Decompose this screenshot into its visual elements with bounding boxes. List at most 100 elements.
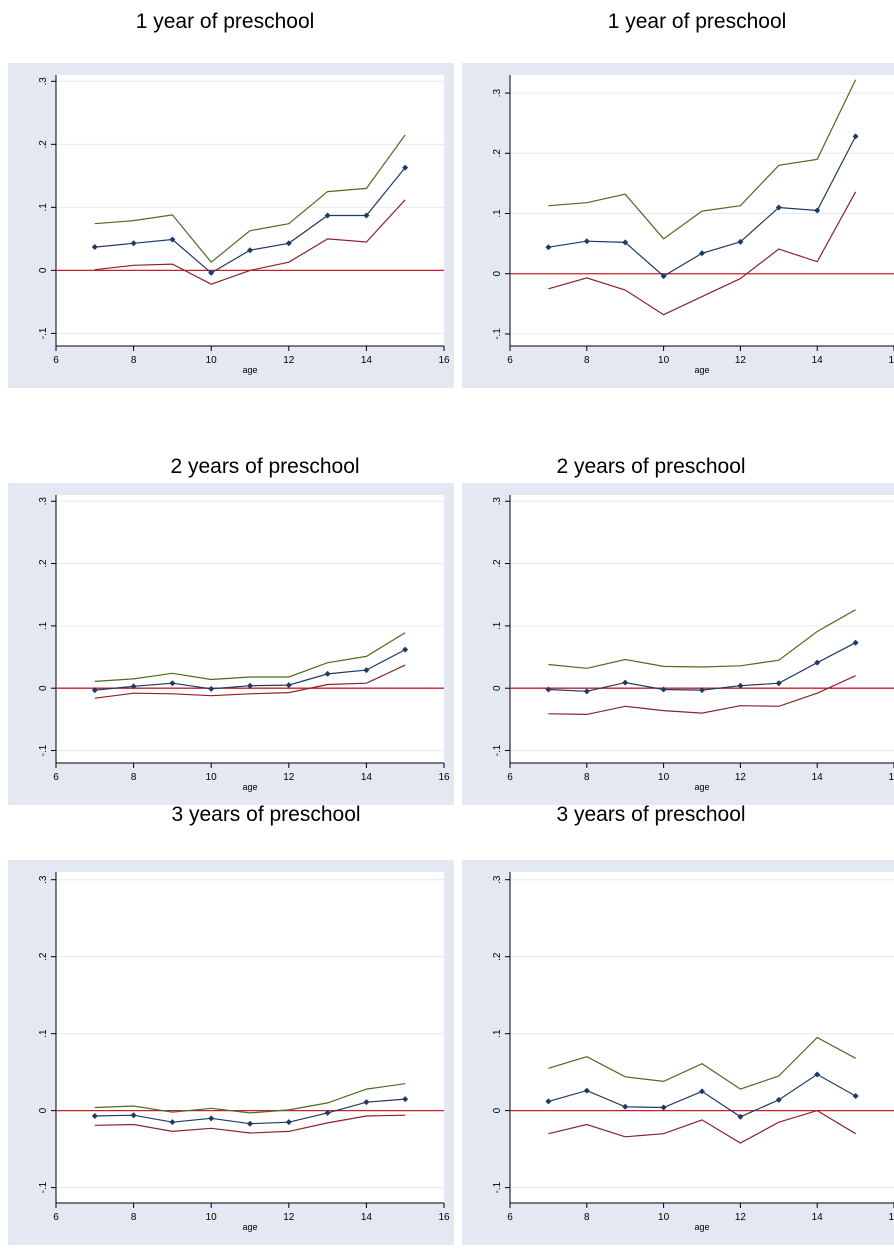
x-tick-label-4-1: 8 — [584, 772, 590, 783]
estimate-point-4-3 — [660, 686, 667, 693]
estimate-point-4-7 — [814, 659, 821, 666]
y-tick-label-3-4: .3 — [38, 497, 49, 506]
estimate-point-4-4 — [699, 687, 705, 694]
y-tick-label-4-2: .1 — [492, 621, 503, 630]
y-tick-label-1-3: .2 — [38, 140, 49, 149]
estimate-point-1-4 — [247, 247, 253, 254]
estimate-point-5-7 — [363, 1099, 370, 1106]
chart-svg-3: -.1 0 .1 .2 .3 6 8 10 12 14 16 age — [38, 495, 450, 792]
x-tick-label-6-1: 8 — [584, 1212, 590, 1223]
x-axis-label-4: age — [694, 782, 709, 792]
estimate-point-4-1 — [583, 688, 590, 695]
estimate-point-1-6 — [324, 212, 331, 219]
estimate-point-3-3 — [208, 685, 215, 692]
x-tick-label-6-5: 16 — [888, 1212, 894, 1223]
y-tick-label-6-3: .2 — [492, 952, 503, 961]
estimate-point-6-8 — [852, 1093, 859, 1100]
y-tick-label-6-0: -.1 — [492, 1181, 503, 1193]
y-tick-label-3-1: 0 — [38, 685, 49, 691]
x-tick-label-5-2: 10 — [206, 1212, 218, 1223]
chart-svg-2: -.1 0 .1 .2 .3 6 8 10 12 14 16 age — [492, 75, 894, 375]
y-tick-label-3-3: .2 — [38, 559, 49, 568]
chart-svg-1: -.1 0 .1 .2 .3 6 8 10 12 14 16 age — [38, 75, 450, 375]
estimate-point-3-8 — [402, 646, 409, 653]
x-tick-label-1-4: 14 — [361, 355, 373, 366]
estimate-point-2-5 — [737, 238, 744, 245]
x-tick-label-6-3: 12 — [735, 1212, 747, 1223]
chart-panel-4: -.1 0 .1 .2 .3 6 8 10 12 14 16 age — [462, 483, 894, 805]
x-tick-label-3-1: 8 — [131, 772, 137, 783]
estimate-point-5-1 — [130, 1112, 137, 1119]
x-axis-label-3: age — [242, 782, 257, 792]
series-upper-line-4 — [548, 609, 856, 669]
estimate-point-2-4 — [699, 250, 705, 257]
x-tick-label-1-5: 16 — [438, 355, 450, 366]
y-tick-label-5-4: .3 — [38, 875, 49, 884]
estimate-point-6-0 — [545, 1098, 552, 1105]
chart-title-1: 1 year of preschool — [135, 10, 315, 33]
x-tick-label-3-2: 10 — [206, 772, 218, 783]
x-tick-label-2-4: 14 — [812, 355, 824, 366]
estimate-point-3-2 — [169, 680, 176, 687]
estimate-point-2-8 — [852, 133, 859, 140]
x-tick-label-5-3: 12 — [283, 1212, 295, 1223]
x-tick-label-5-0: 6 — [53, 1212, 59, 1223]
estimate-point-1-5 — [285, 240, 292, 247]
y-tick-label-1-0: -.1 — [38, 327, 49, 339]
plot-area-1 — [56, 75, 444, 346]
estimate-point-5-6 — [324, 1109, 331, 1116]
x-tick-label-2-0: 6 — [507, 355, 513, 366]
estimate-point-1-7 — [363, 212, 370, 219]
chart-panel-6: -.1 0 .1 .2 .3 6 8 10 12 14 16 age — [462, 860, 894, 1245]
chart-panel-5: -.1 0 .1 .2 .3 6 8 10 12 14 16 age — [8, 860, 454, 1245]
estimate-point-2-3 — [660, 273, 667, 280]
y-tick-label-2-0: -.1 — [492, 328, 503, 340]
estimate-point-1-2 — [169, 236, 176, 243]
estimate-point-5-5 — [285, 1119, 292, 1126]
x-tick-label-5-1: 8 — [131, 1212, 137, 1223]
estimate-point-3-7 — [363, 667, 370, 674]
y-tick-label-5-0: -.1 — [38, 1181, 49, 1193]
estimate-point-6-4 — [699, 1088, 705, 1095]
x-tick-label-3-0: 6 — [53, 772, 59, 783]
chart-svg-5: -.1 0 .1 .2 .3 6 8 10 12 14 16 age — [38, 872, 450, 1232]
y-tick-label-2-1: 0 — [492, 271, 503, 277]
estimate-point-2-2 — [622, 239, 629, 246]
series-lower-line-4 — [548, 675, 856, 716]
estimate-point-4-5 — [737, 682, 744, 689]
y-tick-label-6-4: .3 — [492, 875, 503, 884]
y-tick-label-5-3: .2 — [38, 952, 49, 961]
series-lower-line-2 — [548, 191, 857, 316]
estimate-point-5-0 — [91, 1113, 98, 1120]
series-upper-line-3 — [94, 632, 406, 682]
y-tick-label-3-2: .1 — [38, 621, 49, 630]
plot-area-6 — [510, 872, 894, 1203]
x-tick-label-1-3: 12 — [283, 355, 295, 366]
estimate-point-1-3 — [208, 269, 215, 276]
series-lower-line-3 — [94, 664, 406, 699]
series-upper-line-5 — [94, 1083, 406, 1114]
x-tick-label-4-3: 12 — [735, 772, 747, 783]
y-tick-label-1-1: 0 — [38, 267, 49, 273]
x-tick-label-5-5: 16 — [438, 1212, 450, 1223]
x-tick-label-2-1: 8 — [584, 355, 590, 366]
x-tick-label-6-0: 6 — [507, 1212, 513, 1223]
estimate-point-1-8 — [402, 164, 409, 171]
estimate-point-6-3 — [660, 1104, 667, 1111]
y-tick-label-4-3: .2 — [492, 559, 503, 568]
estimate-point-4-2 — [622, 679, 629, 686]
y-tick-label-4-0: -.1 — [492, 744, 503, 756]
y-tick-label-2-3: .2 — [492, 149, 503, 158]
estimate-point-1-0 — [91, 244, 98, 251]
x-tick-label-2-5: 16 — [888, 355, 894, 366]
chart-panel-2: -.1 0 .1 .2 .3 6 8 10 12 14 16 age — [462, 63, 894, 388]
y-tick-label-4-1: 0 — [492, 685, 503, 691]
estimate-point-2-0 — [545, 244, 552, 251]
estimate-point-6-2 — [622, 1103, 629, 1110]
plot-area-3 — [56, 495, 444, 763]
estimate-point-3-4 — [247, 682, 253, 689]
estimate-point-6-1 — [583, 1087, 590, 1094]
chart-title-4: 2 years of preschool — [556, 455, 746, 478]
estimate-point-6-7 — [814, 1071, 821, 1078]
x-tick-label-1-0: 6 — [53, 355, 59, 366]
